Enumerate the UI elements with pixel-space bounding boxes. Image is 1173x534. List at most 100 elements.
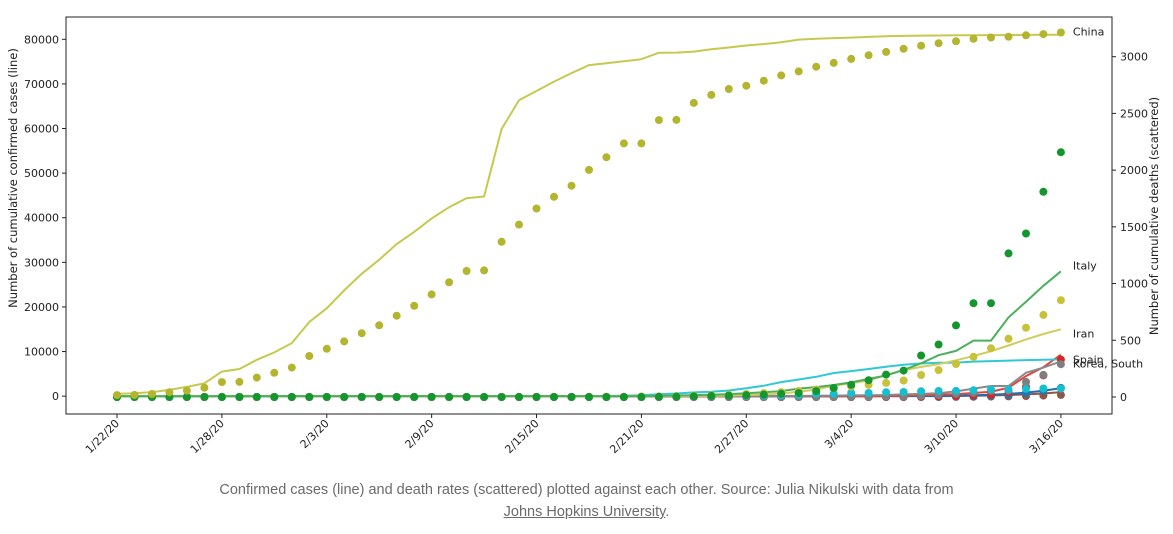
death-point xyxy=(532,204,541,213)
x-axis: 1/22/20 1/28/20 2/3/20 2/9/20 2/15/20 2/21/20… xyxy=(83,414,1066,456)
death-point xyxy=(1056,296,1065,305)
death-point xyxy=(375,321,384,330)
death-point xyxy=(602,153,611,162)
death-point xyxy=(969,352,978,361)
death-point xyxy=(235,377,244,386)
x-tick-label: 2/27/20 xyxy=(712,417,751,456)
death-point xyxy=(445,278,454,287)
death-markers xyxy=(113,28,1065,401)
series-label-spain: Spain xyxy=(1073,353,1104,366)
death-point xyxy=(252,373,261,382)
death-point xyxy=(934,366,943,375)
series-label-china: China xyxy=(1073,26,1104,39)
caption-source-link[interactable]: Johns Hopkins University xyxy=(503,504,666,520)
death-point xyxy=(287,363,296,372)
death-point xyxy=(1022,323,1030,332)
death-point xyxy=(340,393,349,401)
death-point xyxy=(707,391,716,400)
death-point xyxy=(987,299,995,308)
death-point xyxy=(497,237,506,246)
right-tick-label: 1000 xyxy=(1120,278,1148,291)
death-point xyxy=(672,392,681,401)
death-point xyxy=(497,393,506,401)
death-point xyxy=(462,393,471,401)
death-point xyxy=(829,58,838,67)
left-tick-label: 70000 xyxy=(24,78,59,91)
death-point xyxy=(427,393,436,401)
death-point xyxy=(654,116,663,125)
death-point xyxy=(550,393,558,401)
death-point xyxy=(567,393,576,401)
death-point xyxy=(969,299,978,308)
x-tick-label: 2/3/20 xyxy=(298,417,332,451)
death-point xyxy=(794,67,803,76)
x-tick-label: 1/22/20 xyxy=(83,417,122,456)
figure-caption: Confirmed cases (line) and death rates (… xyxy=(0,479,1173,523)
death-point xyxy=(794,389,803,398)
death-point xyxy=(934,340,943,349)
death-point xyxy=(777,389,786,398)
death-point xyxy=(864,376,873,385)
death-point xyxy=(235,393,244,401)
death-point xyxy=(1022,31,1030,40)
death-point xyxy=(672,115,681,124)
death-point xyxy=(287,393,296,401)
death-point xyxy=(724,85,733,93)
death-point xyxy=(952,37,960,46)
case-lines xyxy=(116,33,1062,398)
death-point xyxy=(689,392,698,401)
right-y-axis: 0 500 1000 1500 2000 2500 3000 xyxy=(1112,51,1148,404)
death-point xyxy=(987,385,995,394)
death-point xyxy=(515,220,523,229)
death-point xyxy=(252,393,261,401)
death-point xyxy=(357,329,366,338)
death-point xyxy=(532,393,541,401)
x-tick-label: 3/16/20 xyxy=(1027,417,1066,456)
death-point xyxy=(619,393,628,401)
death-point xyxy=(917,387,926,396)
death-point xyxy=(1022,377,1030,386)
series-label-korea-south: Korea, South xyxy=(1073,357,1143,370)
right-tick-label: 2000 xyxy=(1120,164,1148,177)
death-point xyxy=(952,321,960,330)
chart: 0100002000030000400005000060000700008000… xyxy=(6,16,1161,456)
death-point xyxy=(410,301,419,310)
death-point xyxy=(462,267,471,275)
death-point xyxy=(917,371,926,379)
x-tick-label: 2/21/20 xyxy=(607,417,646,456)
death-point xyxy=(1056,148,1065,157)
death-point xyxy=(847,54,856,63)
left-tick-label: 10000 xyxy=(24,346,59,359)
death-point xyxy=(322,393,331,401)
x-tick-label: 3/10/20 xyxy=(922,417,961,456)
death-point xyxy=(724,391,733,400)
death-point xyxy=(585,393,593,401)
death-point xyxy=(899,366,908,375)
death-point xyxy=(619,139,628,148)
death-point xyxy=(987,344,995,353)
death-point xyxy=(1056,28,1065,37)
death-point xyxy=(952,360,960,368)
death-point xyxy=(1004,32,1013,41)
death-point xyxy=(165,388,174,397)
death-point xyxy=(1004,334,1013,343)
caption-text: Confirmed cases (line) and death rates (… xyxy=(219,482,954,498)
right-tick-label: 3000 xyxy=(1120,51,1148,64)
death-point xyxy=(480,266,489,275)
death-point xyxy=(882,47,891,56)
death-point xyxy=(340,337,349,346)
death-point xyxy=(585,165,593,174)
death-point xyxy=(182,393,191,401)
death-point xyxy=(1056,390,1065,399)
death-point xyxy=(427,290,436,299)
death-point xyxy=(148,390,156,398)
death-point xyxy=(550,192,558,201)
left-tick-label: 80000 xyxy=(24,33,59,46)
death-point xyxy=(1039,187,1048,196)
left-tick-label: 20000 xyxy=(24,301,59,314)
death-point xyxy=(567,181,576,190)
death-point xyxy=(1039,30,1048,39)
death-point xyxy=(637,392,646,401)
death-point xyxy=(1004,249,1013,258)
